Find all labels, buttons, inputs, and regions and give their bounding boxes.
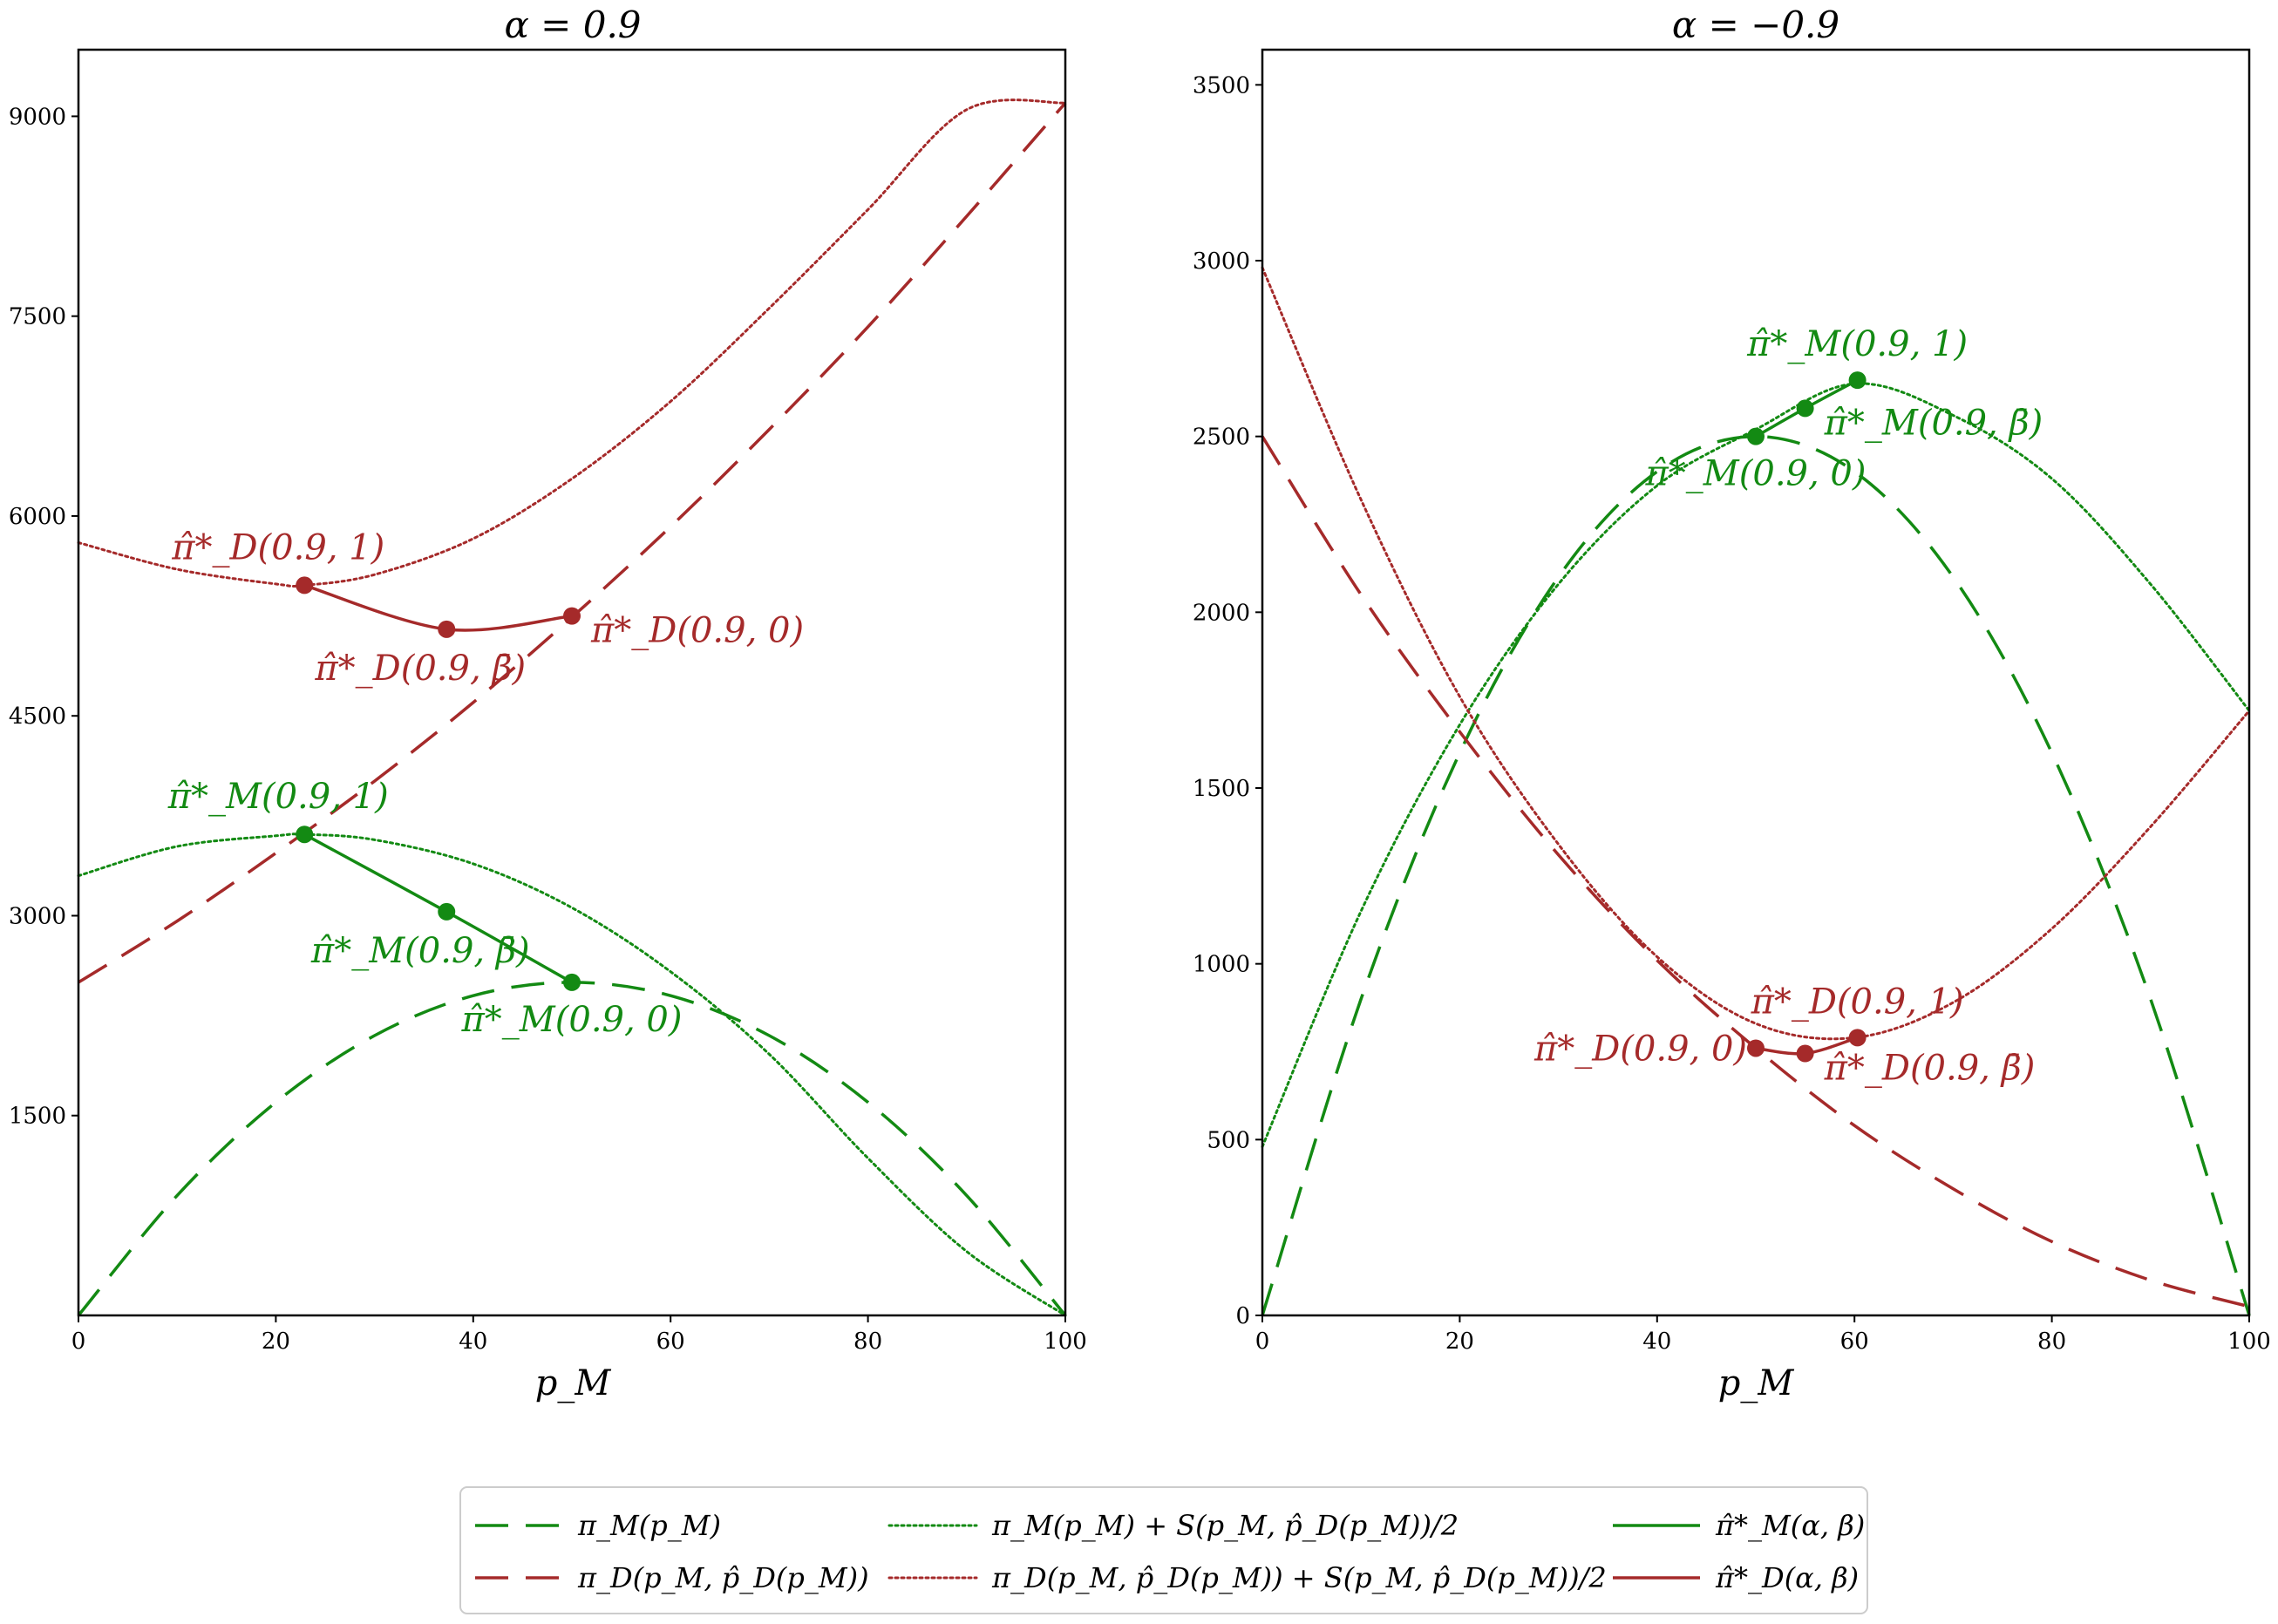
point-label: π̂*_M(0.9, β̄) [1824, 403, 2043, 443]
x-tick-label: 0 [71, 1328, 86, 1355]
x-tick-label: 80 [2037, 1328, 2066, 1355]
data-point [563, 973, 581, 991]
data-point [1747, 427, 1765, 445]
y-tick-label: 9000 [9, 104, 66, 130]
series-line-1 [1261, 435, 2250, 1308]
x-tick-label: 60 [656, 1328, 685, 1355]
y-tick-label: 7500 [9, 304, 66, 330]
data-point [296, 576, 314, 595]
series-line-3 [77, 99, 1067, 588]
data-point [1796, 399, 1814, 418]
series-line-5 [303, 583, 573, 632]
point-label: π̂*_M(0.9, 1) [167, 777, 389, 817]
legend-label: π̂*_M(α, β) [1715, 1509, 1865, 1542]
x-tick-label: 100 [2227, 1328, 2271, 1355]
series-line-1 [78, 101, 1067, 984]
y-tick-label: 1500 [9, 1104, 66, 1130]
x-tick-label: 100 [1044, 1328, 1087, 1355]
y-tick-label: 1500 [1193, 776, 1250, 802]
legend-label: π_D(p_M, p̂_D(p_M)) [577, 1561, 869, 1594]
data-point [1848, 1029, 1867, 1047]
chart-right-frame [1261, 48, 2251, 1317]
y-tick-label: 0 [1235, 1303, 1250, 1329]
series-line-2 [1261, 382, 2251, 1148]
point-label: π̂*_M(0.9, 0) [461, 1000, 683, 1040]
chart-left-ticks: 1500 3000 4500 6000 7500 9000 0 20 40 60 80 100 [9, 104, 1087, 1355]
chart-right-plot [1261, 266, 2251, 1316]
data-point [1796, 1044, 1814, 1063]
data-point [296, 826, 314, 844]
x-tick-label: 60 [1840, 1328, 1869, 1355]
y-tick-label: 3000 [9, 903, 66, 929]
legend-label: π̂*_D(α, β) [1715, 1561, 1859, 1594]
data-point [438, 620, 456, 638]
y-tick-label: 500 [1207, 1127, 1250, 1153]
legend: π_M(p_M) π_D(p_M, p̂_D(p_M)) π_M(p_M) + S(… [459, 1486, 1868, 1614]
point-label: π̂*_D(0.9, β̄) [1824, 1049, 2036, 1089]
point-label: π̂*_D(0.9, 1) [1751, 982, 1964, 1022]
chart-right-title: α = −0.9 [1672, 3, 1839, 46]
x-tick-label: 20 [262, 1328, 290, 1355]
legend-label: π_M(p_M) + S(p_M, p̂_D(p_M))/2 [991, 1509, 1459, 1542]
data-point [438, 902, 456, 921]
legend-box [459, 1486, 1868, 1614]
legend-label: π_M(p_M) [577, 1509, 721, 1542]
y-tick-label: 6000 [9, 504, 66, 530]
chart-left: α = 0.9 1500 3000 4500 6000 7500 9000 0 20 40 60 8… [9, 3, 1087, 1403]
data-point [563, 607, 581, 625]
point-label: π̂*_D(0.9, 0) [1533, 1029, 1747, 1069]
x-tick-label: 40 [1642, 1328, 1671, 1355]
y-tick-label: 3000 [1193, 248, 1250, 275]
y-tick-label: 1000 [1193, 952, 1250, 978]
series-line-0 [1261, 434, 2251, 1316]
data-point [1747, 1039, 1765, 1057]
point-label: π̂*_M(0.9, β̄) [310, 931, 530, 971]
chart-left-annotations: π̂*_M(0.9, 1) π̂*_M(0.9, β̄) π̂*_M(0.9, 0)… [167, 527, 804, 1039]
point-label: π̂*_M(0.9, 0) [1645, 454, 1867, 494]
chart-left-title: α = 0.9 [504, 3, 641, 46]
series-line-2 [77, 832, 1067, 1317]
point-label: π̂*_D(0.9, 1) [171, 527, 384, 567]
y-tick-label: 2000 [1193, 600, 1250, 626]
chart-right-ticks: 0 500 1000 1500 2000 2500 3000 3500 0 20 40 60 80 100 [1193, 72, 2271, 1355]
chart-left-frame [77, 48, 1067, 1317]
point-label: π̂*_D(0.9, 0) [590, 611, 804, 651]
x-tick-label: 80 [853, 1328, 882, 1355]
chart-right: α = −0.9 0 500 1000 1500 2000 2500 3000 3500 0 20… [1193, 3, 2271, 1403]
x-tick-label: 0 [1255, 1328, 1270, 1355]
chart-right-xlabel: p_M [1718, 1363, 1795, 1403]
x-tick-label: 20 [1445, 1328, 1474, 1355]
chart-right-annotations: π̂*_M(0.9, 1) π̂*_M(0.9, β̄) π̂*_M(0.9, 0)… [1533, 324, 2043, 1088]
y-tick-label: 4500 [9, 703, 66, 730]
y-tick-label: 2500 [1193, 425, 1250, 451]
chart-left-xlabel: p_M [535, 1363, 612, 1403]
chart-left-plot [77, 99, 1067, 1317]
y-tick-label: 3500 [1193, 72, 1250, 99]
data-point [1848, 371, 1867, 390]
x-tick-label: 40 [459, 1328, 487, 1355]
legend-label: π_D(p_M, p̂_D(p_M)) + S(p_M, p̂_D(p_M))/… [991, 1561, 1607, 1594]
point-label: π̂*_D(0.9, β̄) [314, 649, 526, 689]
series-line-3 [1261, 266, 2251, 1041]
point-label: π̂*_M(0.9, 1) [1746, 324, 1968, 364]
